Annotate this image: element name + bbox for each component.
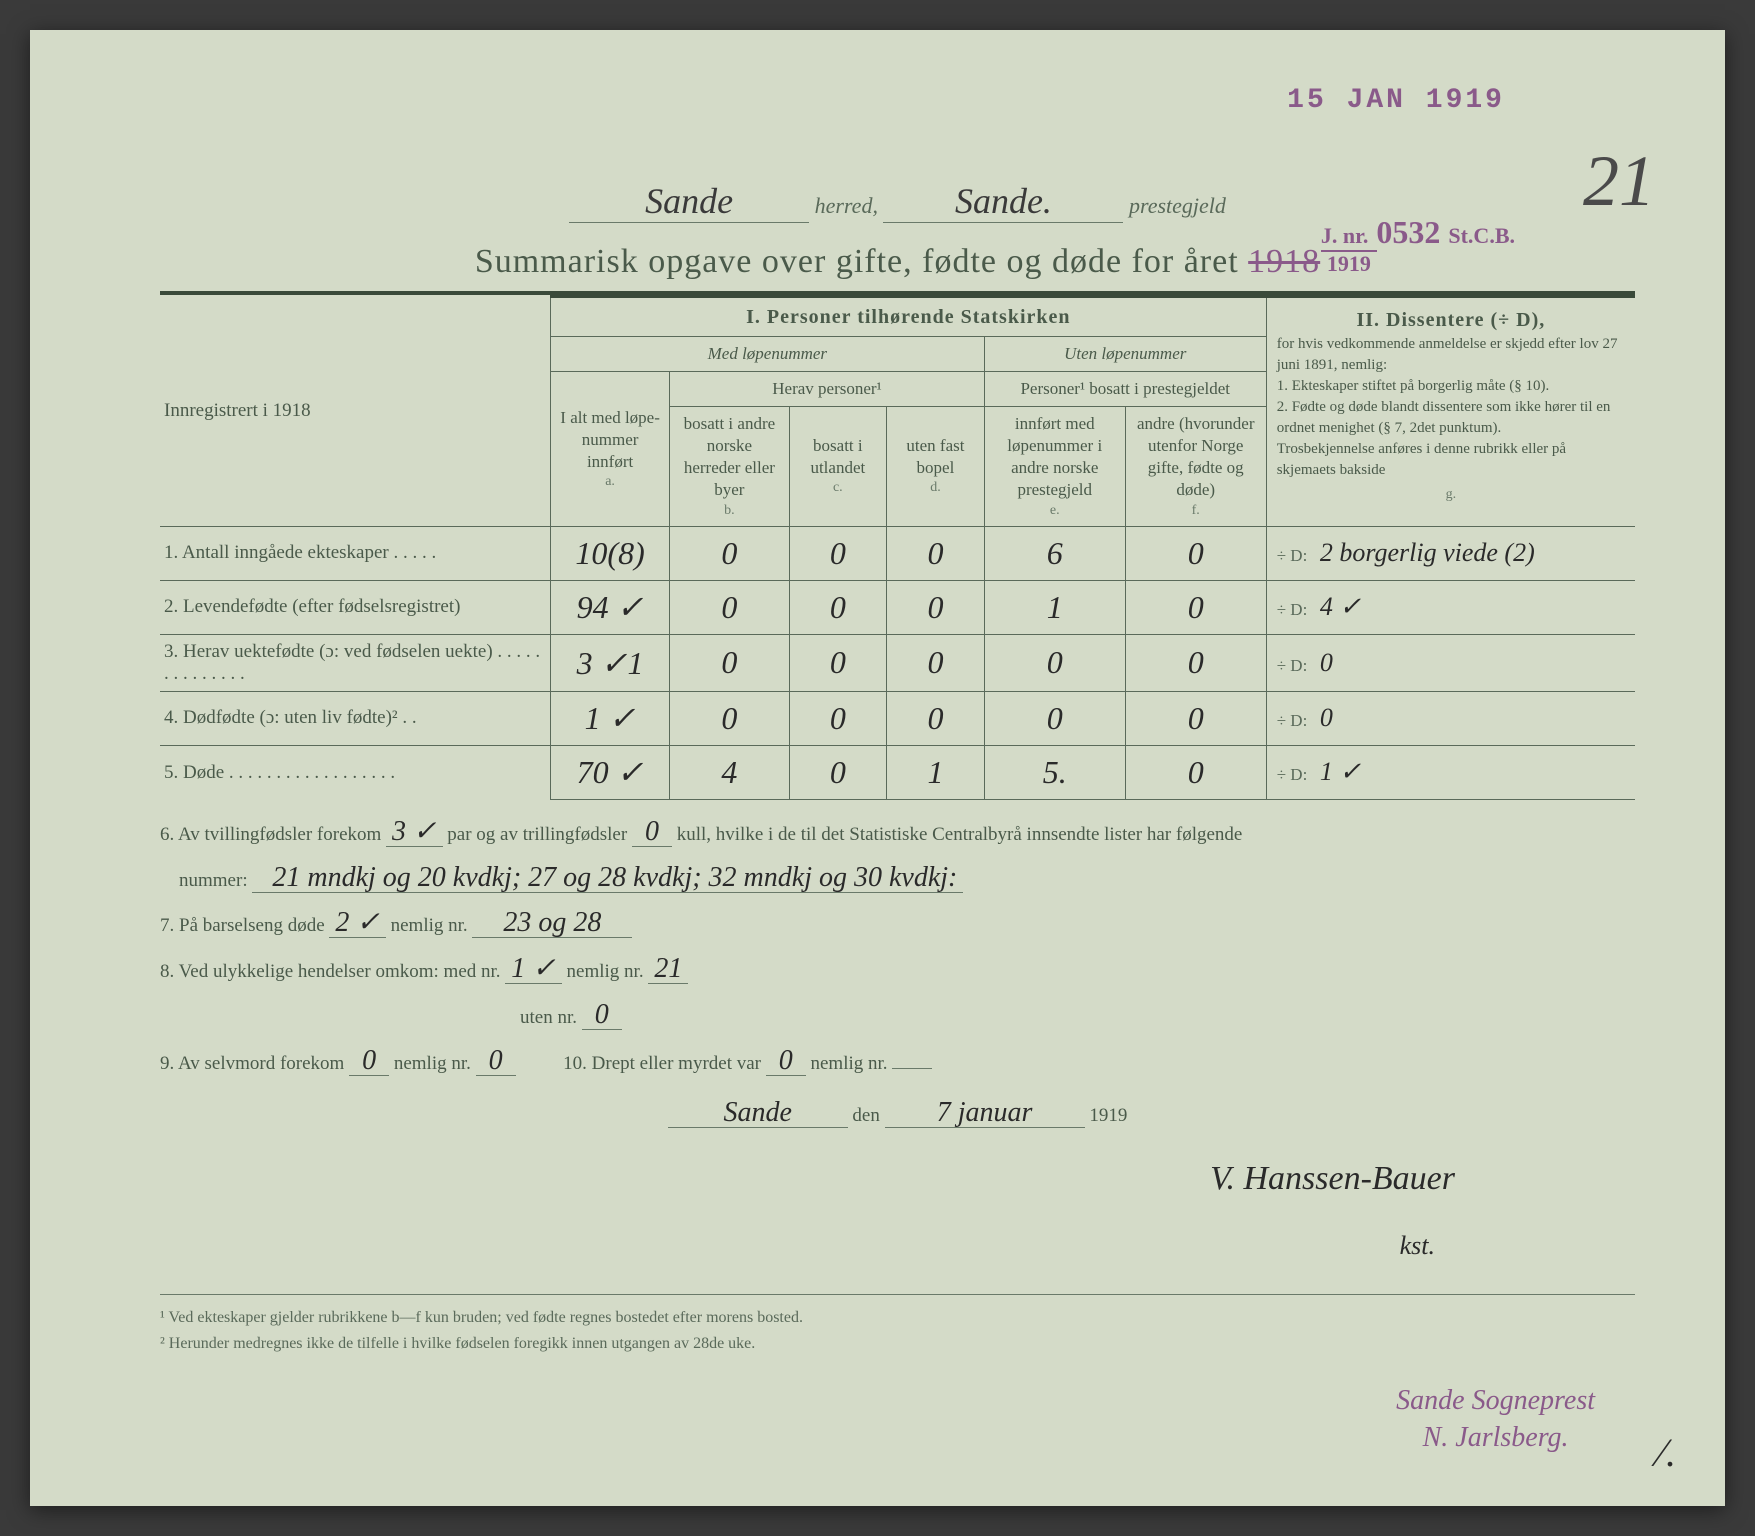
cell-f: 0 bbox=[1125, 691, 1266, 745]
col-e-header: innført med løpenummer i andre norske pr… bbox=[984, 407, 1125, 527]
row-label: 5. Døde . . . . . . . . . . . . . . . . … bbox=[160, 745, 550, 799]
med-lope: Med løpenummer bbox=[550, 337, 984, 372]
stamp-journal-number: J. nr. 0532 St.C.B. 1919 bbox=[1321, 215, 1515, 276]
cell-diss: ÷ D: 2 borgerlig viede (2) bbox=[1266, 526, 1635, 580]
cell-diss: ÷ D: 0 bbox=[1266, 634, 1635, 691]
row-label: 1. Antall inngåede ekteskaper . . . . . bbox=[160, 526, 550, 580]
table-row: 2. Levendefødte (efter fødselsregistret)… bbox=[160, 580, 1635, 634]
document-page: 15 JAN 1919 21 J. nr. 0532 St.C.B. 1919 … bbox=[30, 30, 1725, 1506]
cell-d: 1 bbox=[887, 745, 985, 799]
cell-e: 5. bbox=[984, 745, 1125, 799]
cell-f: 0 bbox=[1125, 580, 1266, 634]
cell-a: 70 ✓ bbox=[550, 745, 669, 799]
cell-b: 0 bbox=[670, 691, 789, 745]
corner-mark: ⁄. bbox=[1658, 1429, 1675, 1476]
row-label: 2. Levendefødte (efter fødselsregistret) bbox=[160, 580, 550, 634]
cell-b: 0 bbox=[670, 580, 789, 634]
col-g: g. bbox=[1277, 485, 1625, 505]
cell-b: 0 bbox=[670, 526, 789, 580]
herred-value: Sande bbox=[569, 180, 809, 223]
row-label: 4. Dødfødte (ɔ: uten liv fødte)² . . bbox=[160, 691, 550, 745]
cell-e: 0 bbox=[984, 691, 1125, 745]
line-8: 8. Ved ulykkelige hendelser omkom: med n… bbox=[160, 951, 1635, 993]
table-row: 4. Dødfødte (ɔ: uten liv fødte)² . . 1 ✓… bbox=[160, 691, 1635, 745]
cell-c: 0 bbox=[789, 526, 887, 580]
title-year-struck: 1918 bbox=[1248, 243, 1320, 280]
section2-title: II. Dissentere (÷ D), bbox=[1277, 306, 1625, 334]
line-6b: nummer: 21 mndkj og 20 kvdkj; 27 og 28 k… bbox=[160, 860, 1635, 902]
footnote-2: ² Herunder medregnes ikke de tilfelle i … bbox=[160, 1331, 1635, 1357]
sig-date: 7 januar bbox=[885, 1099, 1085, 1128]
table-row: 3. Herav uektefødte (ɔ: ved fødselen uek… bbox=[160, 634, 1635, 691]
cell-f: 0 bbox=[1125, 634, 1266, 691]
footnote-1: ¹ Ved ekteskaper gjelder rubrikkene b—f … bbox=[160, 1305, 1635, 1331]
main-table: Innregistrert i 1918 I. Personer tilhøre… bbox=[160, 295, 1635, 800]
jnr-year: 1919 bbox=[1321, 250, 1377, 276]
cell-f: 0 bbox=[1125, 526, 1266, 580]
cell-c: 0 bbox=[789, 691, 887, 745]
col-d-header: uten fast bopel d. bbox=[887, 407, 985, 527]
section2-block: II. Dissentere (÷ D), for hvis vedkommen… bbox=[1266, 297, 1635, 527]
signature: V. Hanssen-Bauer bbox=[160, 1142, 1455, 1217]
cell-c: 0 bbox=[789, 634, 887, 691]
cell-c: 0 bbox=[789, 580, 887, 634]
cell-c: 0 bbox=[789, 745, 887, 799]
prestegjeld-value: Sande. bbox=[883, 180, 1123, 223]
cell-d: 0 bbox=[887, 634, 985, 691]
cell-e: 0 bbox=[984, 634, 1125, 691]
cell-b: 0 bbox=[670, 634, 789, 691]
section1-title: I. Personer tilhørende Statskirken bbox=[550, 297, 1266, 337]
herav-header: Herav personer¹ bbox=[670, 372, 985, 407]
cell-d: 0 bbox=[887, 526, 985, 580]
table-body: 1. Antall inngåede ekteskaper . . . . . … bbox=[160, 526, 1635, 799]
cell-diss: ÷ D: 4 ✓ bbox=[1266, 580, 1635, 634]
cell-a: 1 ✓ bbox=[550, 691, 669, 745]
cell-b: 4 bbox=[670, 745, 789, 799]
left-header: Innregistrert i 1918 bbox=[160, 297, 550, 527]
cell-diss: ÷ D: 1 ✓ bbox=[1266, 745, 1635, 799]
table-row: 1. Antall inngåede ekteskaper . . . . . … bbox=[160, 526, 1635, 580]
col-b-header: bosatt i andre norske herreder eller bye… bbox=[670, 407, 789, 527]
row-label: 3. Herav uektefødte (ɔ: ved fødselen uek… bbox=[160, 634, 550, 691]
cell-f: 0 bbox=[1125, 745, 1266, 799]
section2-text: for hvis vedkommende anmeldelse er skjed… bbox=[1277, 334, 1625, 481]
herred-label: herred, bbox=[815, 193, 878, 218]
cell-e: 6 bbox=[984, 526, 1125, 580]
cell-diss: ÷ D: 0 bbox=[1266, 691, 1635, 745]
signature-sub: kst. bbox=[160, 1217, 1435, 1274]
uten-lope: Uten løpenummer bbox=[984, 337, 1266, 372]
cell-d: 0 bbox=[887, 691, 985, 745]
stamp-date-received: 15 JAN 1919 bbox=[1287, 85, 1505, 116]
jnr-suffix: St.C.B. bbox=[1448, 224, 1515, 248]
line-9-10: 9. Av selvmord forekom 0 nemlig nr. 0 10… bbox=[160, 1043, 1635, 1085]
stamp-bottom: Sande Sogneprest N. Jarlsberg. bbox=[1396, 1383, 1595, 1456]
lower-section: 6. Av tvillingfødsler forekom 3 ✓ par og… bbox=[160, 814, 1635, 1275]
personer-bosatt: Personer¹ bosatt i prestegjeldet bbox=[984, 372, 1266, 407]
page-number: 21 bbox=[1583, 140, 1655, 223]
jnr-number: 0532 bbox=[1376, 215, 1440, 250]
table-row: 5. Døde . . . . . . . . . . . . . . . . … bbox=[160, 745, 1635, 799]
cell-e: 1 bbox=[984, 580, 1125, 634]
cell-a: 94 ✓ bbox=[550, 580, 669, 634]
line-6: 6. Av tvillingfødsler forekom 3 ✓ par og… bbox=[160, 814, 1635, 856]
title-text: Summarisk opgave over gifte, fødte og dø… bbox=[475, 243, 1239, 280]
col-c-header: bosatt i utlandet c. bbox=[789, 407, 887, 527]
cell-d: 0 bbox=[887, 580, 985, 634]
jnr-label: J. nr. bbox=[1321, 224, 1368, 248]
sig-place: Sande bbox=[668, 1099, 848, 1128]
col-a-header: I alt med løpe-nummer innført a. bbox=[550, 372, 669, 527]
cell-a: 10(8) bbox=[550, 526, 669, 580]
cell-a: 3 ✓1 bbox=[550, 634, 669, 691]
date-signature-line: Sande den 7 januar 1919 bbox=[160, 1095, 1635, 1137]
line-8b: uten nr. 0 bbox=[520, 997, 1635, 1039]
footnotes: ¹ Ved ekteskaper gjelder rubrikkene b—f … bbox=[160, 1294, 1635, 1356]
col-f-header: andre (hvorunder utenfor Norge gifte, fø… bbox=[1125, 407, 1266, 527]
prestegjeld-label: prestegjeld bbox=[1129, 193, 1226, 218]
line-7: 7. På barselseng døde 2 ✓ nemlig nr. 23 … bbox=[160, 905, 1635, 947]
